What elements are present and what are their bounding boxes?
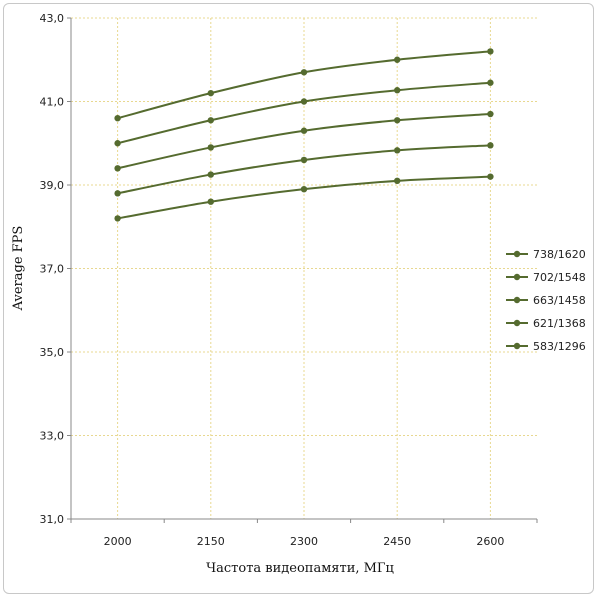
data-point <box>300 185 308 193</box>
data-point <box>300 69 308 76</box>
data-point <box>300 98 308 105</box>
data-point <box>487 173 494 180</box>
data-point <box>207 117 214 124</box>
data-point <box>487 79 494 86</box>
data-point <box>207 171 214 178</box>
grid-layer <box>71 17 537 519</box>
legend-label: 738/1620 <box>533 248 586 261</box>
data-point <box>300 127 308 134</box>
y-tick-label: 41,0 <box>40 96 65 109</box>
series-layer <box>114 48 494 222</box>
x-tick-label: 2000 <box>104 535 132 548</box>
y-tick-label: 43,0 <box>40 12 65 25</box>
legend: 738/1620 702/1548 663/1458 621/1368 583/1296 <box>506 248 586 353</box>
y-axis-title: Average FPS <box>11 226 26 312</box>
x-tick-label: 2450 <box>383 535 411 548</box>
series-line <box>117 50 491 120</box>
data-point <box>394 87 401 94</box>
legend-label: 621/1368 <box>533 317 586 330</box>
y-tick-label: 35,0 <box>40 346 65 359</box>
data-point <box>207 144 214 151</box>
data-point <box>487 48 494 55</box>
data-point <box>487 142 494 149</box>
data-point <box>114 140 121 147</box>
data-point <box>394 177 401 185</box>
legend-marker <box>513 342 521 350</box>
data-point <box>114 165 121 172</box>
y-tick-label: 37,0 <box>40 263 65 276</box>
legend-label: 663/1458 <box>533 294 586 307</box>
axis-layer: 31,0 33,0 35,0 37,0 39,0 41,0 43,0 2000 2150 2300… <box>40 12 538 548</box>
x-tick-label: 2600 <box>476 535 504 548</box>
data-point <box>394 117 401 124</box>
data-point <box>394 147 401 154</box>
data-point <box>394 56 401 63</box>
data-point <box>114 115 121 122</box>
legend-marker <box>513 319 521 327</box>
y-tick-label: 33,0 <box>40 430 65 443</box>
x-tick-label: 2150 <box>197 535 225 548</box>
data-point <box>207 198 214 205</box>
data-point <box>300 156 308 164</box>
legend-marker <box>513 250 521 258</box>
legend-label: 583/1296 <box>533 340 586 353</box>
x-tick-label: 2300 <box>290 535 318 548</box>
data-point <box>487 110 494 118</box>
y-tick-label: 31,0 <box>40 513 65 526</box>
legend-marker <box>513 296 521 304</box>
legend-marker <box>513 273 521 281</box>
y-tick-label: 39,0 <box>40 179 65 192</box>
legend-label: 702/1548 <box>533 271 586 284</box>
x-axis-title: Частота видеопамяти, МГц <box>206 561 394 576</box>
data-point <box>114 215 121 222</box>
data-point <box>207 89 214 97</box>
data-point <box>114 190 121 197</box>
